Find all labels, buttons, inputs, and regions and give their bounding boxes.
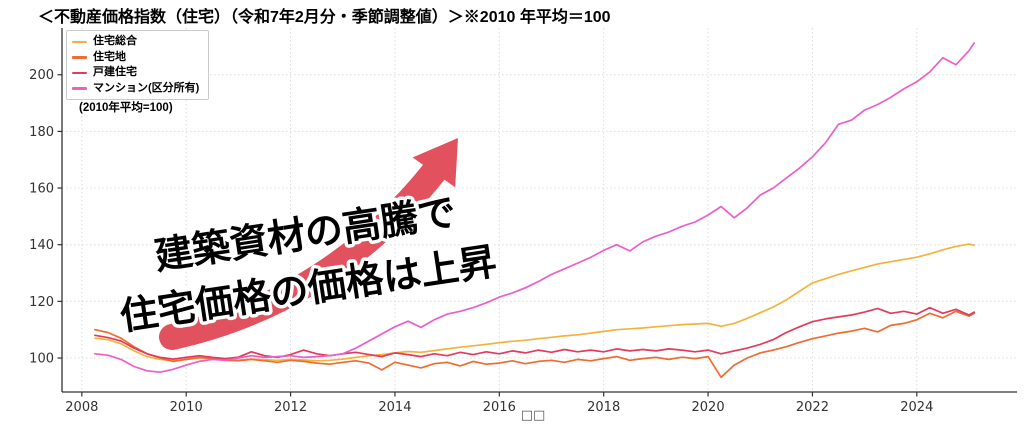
y-tick-label: 140	[29, 238, 54, 253]
y-tick-label: 100	[29, 352, 54, 367]
legend-item: マンション(区分所有)	[72, 81, 200, 95]
legend-note: (2010年平均=100)	[79, 102, 173, 114]
y-tick-label: 200	[29, 68, 54, 83]
page-title: ＜不動産価格指数（住宅）（令和7年2月分・季節調整値）＞※2010 年平均＝10…	[38, 9, 611, 26]
legend-item: 住宅地	[72, 50, 199, 64]
series-swatch-mansion	[72, 87, 87, 90]
x-tick-label: 2012	[274, 400, 307, 415]
x-tick-label: 2024	[900, 400, 933, 415]
x-tick-label: 2010	[170, 400, 203, 415]
annotation-group: 建築資材の高騰で 住宅価格の価格は上昇	[114, 138, 503, 350]
series-line-3	[94, 42, 976, 374]
legend-item: 戸建住宅	[72, 67, 199, 79]
x-axis-label: □□	[521, 408, 546, 423]
legend-label-sogo: 住宅総合	[93, 35, 137, 47]
chart-legend: 住宅総合 住宅地 戸建住宅 マンション(区分所有)	[66, 30, 210, 101]
legend-label-mansion: マンション(区分所有)	[93, 81, 200, 94]
series-swatch-sogo	[72, 40, 87, 44]
series-line-1	[94, 310, 976, 379]
y-tick-label: 180	[29, 125, 54, 140]
trend-arrow-head	[412, 138, 458, 188]
x-tick-label: 2018	[587, 400, 620, 415]
x-tick-label: 2020	[692, 400, 725, 415]
x-tick-label: 2008	[65, 400, 98, 415]
legend-item: 住宅総合	[72, 35, 199, 48]
series-line-2	[94, 306, 976, 360]
x-tick-label: 2016	[483, 400, 516, 415]
series-swatch-kodate	[72, 71, 87, 75]
y-tick-label: 120	[29, 295, 54, 310]
series-swatch-takuchi	[72, 56, 87, 59]
legend-label-takuchi: 住宅地	[93, 50, 126, 63]
x-tick-label: 2014	[378, 400, 411, 415]
legend-label-kodate: 戸建住宅	[93, 66, 137, 79]
y-tick-label: 160	[29, 182, 54, 197]
x-tick-label: 2022	[796, 400, 829, 415]
trend-arrow	[159, 159, 447, 350]
